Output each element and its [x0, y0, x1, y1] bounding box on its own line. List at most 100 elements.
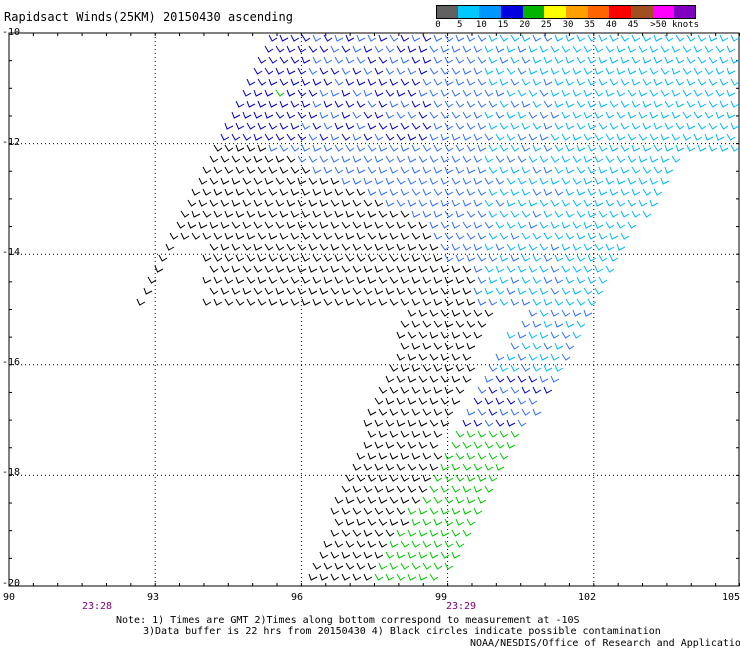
wind-barb: [433, 320, 443, 328]
wind-barb: [726, 133, 736, 141]
wind-barb: [257, 232, 267, 240]
wind-barb: [528, 287, 538, 295]
wind-barb: [319, 573, 329, 581]
wind-barb: [374, 155, 384, 163]
wind-barb: [561, 265, 571, 273]
wind-barb: [506, 265, 516, 273]
wind-barb: [429, 243, 439, 251]
wind-barb: [429, 265, 439, 273]
wind-barb: [660, 155, 670, 163]
wind-barb: [209, 265, 219, 273]
wind-barb: [279, 122, 289, 130]
wind-barb: [198, 177, 208, 185]
wind-barb: [341, 243, 351, 251]
wind-barb: [418, 331, 428, 339]
wind-barb: [275, 221, 285, 229]
wind-barb: [528, 133, 538, 141]
wind-barb: [363, 463, 373, 471]
wind-barb: [444, 342, 454, 350]
wind-barb: [477, 452, 487, 460]
wind-barb: [539, 67, 549, 75]
wind-barb: [488, 254, 498, 262]
wind-barb: [517, 177, 527, 185]
wind-barb: [334, 144, 344, 152]
wind-barb: [407, 199, 417, 207]
wind-barb: [616, 111, 626, 119]
wind-barb: [704, 45, 714, 53]
wind-barb: [363, 111, 373, 119]
wind-barb: [616, 45, 626, 53]
wind-barb: [363, 419, 373, 427]
wind-barb: [385, 133, 395, 141]
wind-barb: [451, 67, 461, 75]
wind-barb: [301, 34, 311, 42]
wind-barb: [389, 386, 399, 394]
wind-barb: [510, 364, 520, 372]
wind-barb: [246, 144, 256, 152]
wind-barb: [407, 155, 417, 163]
wind-barb: [345, 540, 355, 548]
wind-barb: [312, 210, 322, 218]
wind-barb: [638, 133, 648, 141]
wind-barb: [715, 111, 725, 119]
wind-barb: [363, 199, 373, 207]
wind-barb: [572, 287, 582, 295]
wind-barb: [583, 309, 593, 317]
wind-barb: [418, 133, 428, 141]
wind-barb: [378, 276, 388, 284]
wind-barb: [660, 67, 670, 75]
wind-barb: [587, 188, 597, 196]
wind-barb: [627, 67, 637, 75]
wind-barb: [510, 276, 520, 284]
wind-barb: [605, 243, 615, 251]
wind-barb: [345, 122, 355, 130]
wind-barb: [598, 188, 608, 196]
wind-barb: [429, 375, 439, 383]
wind-barb: [433, 430, 443, 438]
wind-barb: [565, 100, 575, 108]
wind-barb: [455, 430, 465, 438]
wind-barb: [594, 155, 604, 163]
wind-barb: [341, 485, 351, 493]
wind-barb: [616, 133, 626, 141]
wind-barb: [275, 287, 285, 295]
wind-barb: [598, 56, 608, 64]
wind-barb: [407, 287, 417, 295]
wind-barb: [466, 34, 476, 42]
wind-barb: [495, 221, 505, 229]
wind-barb: [378, 430, 388, 438]
wind-barb: [345, 144, 355, 152]
wind-barb: [143, 287, 153, 295]
wind-barb: [264, 111, 274, 119]
wind-barb: [418, 441, 428, 449]
wind-barb: [719, 144, 729, 152]
wind-barb: [290, 56, 300, 64]
wind-barb: [213, 298, 223, 306]
wind-barb: [506, 221, 516, 229]
wind-barb: [433, 364, 443, 372]
wind-barb: [517, 243, 527, 251]
wind-barb: [510, 254, 520, 262]
wind-barb: [499, 56, 509, 64]
wind-barb: [297, 287, 307, 295]
wind-barb: [686, 34, 696, 42]
wind-barb: [220, 177, 230, 185]
wind-barb: [532, 320, 542, 328]
wind-barb: [220, 133, 230, 141]
wind-barb: [253, 111, 263, 119]
wind-barb: [440, 507, 450, 515]
wind-barb: [264, 243, 274, 251]
wind-barb: [451, 177, 461, 185]
wind-barb: [374, 89, 384, 97]
wind-barb: [411, 166, 421, 174]
wind-barb: [631, 100, 641, 108]
wind-barb: [605, 45, 615, 53]
wind-barb: [275, 89, 285, 97]
wind-barb: [499, 144, 509, 152]
wind-barb: [550, 287, 560, 295]
wind-barb: [715, 133, 725, 141]
wind-barb: [323, 144, 333, 152]
wind-barb: [268, 276, 278, 284]
wind-barb: [367, 298, 377, 306]
wind-barb: [488, 430, 498, 438]
